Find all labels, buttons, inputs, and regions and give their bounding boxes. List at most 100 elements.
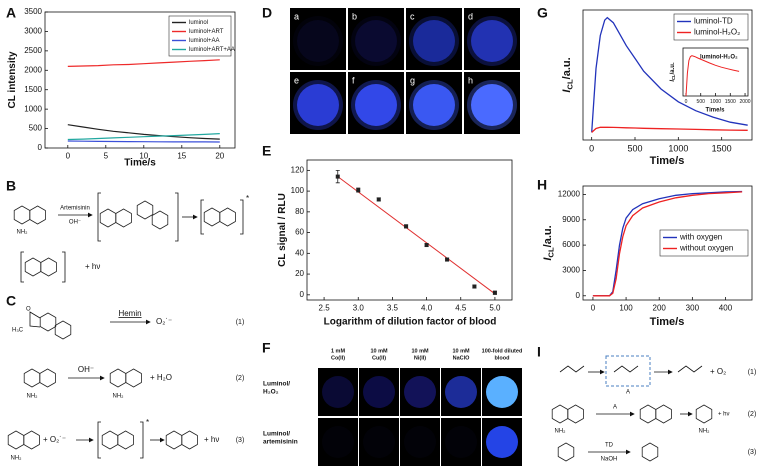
chem-label: NH₂: [699, 429, 711, 435]
equation-number: (2): [236, 375, 245, 382]
y-tick-label: 3000: [562, 266, 580, 275]
chem-label: H₃C: [12, 328, 24, 334]
x-axis-label: Time/s: [650, 316, 685, 328]
molecule: [165, 430, 198, 450]
panel-label: C: [6, 293, 16, 309]
well-label: g: [410, 75, 415, 85]
series-line: [67, 140, 220, 143]
legend-label: luminol-H₂O₂: [694, 28, 740, 37]
x-tick-label: 4.5: [455, 303, 467, 312]
series-line: [591, 126, 748, 133]
legend-label: luminol: [189, 20, 208, 26]
excited-mark: *: [246, 194, 249, 203]
y-tick-label: 100: [291, 186, 305, 195]
panel-label: A: [6, 5, 16, 21]
molecule: [13, 205, 46, 225]
series-line: [592, 191, 743, 297]
y-tick-label: 500: [29, 124, 43, 133]
equation-number: (2): [748, 411, 757, 418]
column-label: 10 mM: [452, 348, 470, 354]
column-label: NaClO: [453, 355, 471, 361]
panel-label: E: [262, 143, 271, 159]
molecule: [54, 320, 72, 340]
x-tick-label: 20: [215, 151, 224, 160]
scheme-b: B NH₂ Artemisinin OH⁻ * + hν: [6, 178, 249, 283]
y-tick-label: 3000: [24, 27, 42, 36]
molecule: [203, 207, 236, 227]
y-tick-label: 120: [291, 165, 305, 174]
well: [355, 84, 397, 126]
data-point: [424, 243, 429, 248]
y-tick-label: 60: [295, 228, 304, 237]
y-tick-label: 40: [295, 248, 304, 257]
y-axis-label-unit: /a.u.: [561, 57, 573, 79]
y-axis-label-main: CL intensity: [7, 51, 18, 108]
product: O₂˙⁻: [156, 317, 172, 326]
product: + H₂O: [150, 373, 172, 382]
well: [363, 426, 395, 458]
y-tick-label: 1500: [24, 85, 42, 94]
x-tick-label: 0: [685, 99, 688, 105]
y-tick-label: 3500: [24, 7, 42, 16]
product: + O₂: [710, 367, 726, 376]
excited-mark: *: [146, 418, 149, 427]
column-label: 10 mM: [411, 348, 429, 354]
column-label: Co(II): [331, 355, 345, 361]
intermediate-box: [605, 355, 651, 387]
trend-line: [337, 176, 496, 295]
equation-number: (3): [748, 449, 757, 456]
legend-label: luminol+AA: [189, 38, 220, 44]
x-axis-label: Logarithm of dilution factor of blood: [324, 317, 497, 328]
x-axis-label: Time/s: [706, 108, 726, 114]
y-tick-label: 12000: [558, 190, 581, 199]
bond: [29, 311, 41, 328]
molecule: [24, 257, 57, 277]
y-tick-label: 20: [295, 269, 304, 278]
panel-label: D: [262, 5, 272, 21]
well: [471, 84, 513, 126]
well: [404, 376, 436, 408]
well: [445, 426, 477, 458]
chem-label: O: [26, 307, 31, 313]
y-tick-label: 0: [576, 291, 581, 300]
x-tick-label: 10: [139, 151, 148, 160]
row-label: H₂O₂: [263, 389, 279, 396]
bracket: [175, 192, 179, 242]
chem-label: NH₂: [555, 429, 567, 435]
legend-label: with oxygen: [679, 233, 722, 242]
x-tick-label: 400: [719, 303, 733, 312]
panel-label: H: [537, 177, 547, 193]
well: [486, 376, 518, 408]
reagent: OH⁻: [69, 220, 81, 226]
y-axis-label-main: CL signal / RLU: [277, 193, 288, 267]
series-line: [592, 190, 743, 297]
molecule: [151, 210, 169, 230]
scheme-i: I A + O₂ (1) NH₂ A NH₂ + hν (2) TD NaOH …: [537, 344, 756, 463]
legend-label: luminol+ART: [189, 29, 224, 35]
x-tick-label: 5.0: [489, 303, 501, 312]
well-label: e: [294, 75, 299, 85]
y-axis-label: ICL/a.u.: [561, 57, 574, 92]
bracket: [97, 421, 101, 459]
x-tick-label: 3.0: [353, 303, 365, 312]
bracket: [97, 192, 101, 242]
x-tick-label: 0: [591, 303, 596, 312]
molecule: [99, 208, 132, 228]
panel-label: G: [537, 5, 548, 21]
molecule: [136, 200, 154, 220]
series-line: [685, 55, 740, 97]
x-tick-label: 100: [619, 303, 633, 312]
data-point: [445, 257, 450, 262]
y-axis-label-unit: /a.u.: [542, 225, 554, 247]
x-tick-label: 5: [104, 151, 109, 160]
chem-label: NH₂: [11, 456, 23, 462]
reagent: + O₂˙⁻: [43, 435, 66, 444]
data-point: [492, 290, 497, 295]
series-line: [591, 16, 748, 133]
y-tick-label: 1000: [24, 104, 42, 113]
chem-label: NH₂: [113, 394, 125, 400]
molecule: [39, 312, 57, 332]
y-axis-label: CL signal / RLU: [277, 193, 288, 267]
molecule: [559, 365, 585, 373]
well-label: a: [294, 11, 299, 21]
